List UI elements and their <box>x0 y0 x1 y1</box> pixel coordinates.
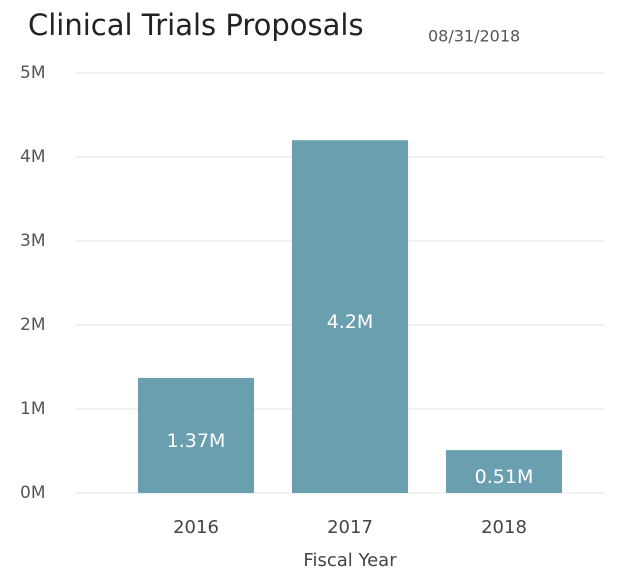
chart-subtitle: 08/31/2018 <box>428 27 520 46</box>
y-tick-label: 5M <box>20 63 45 83</box>
x-axis-label: Fiscal Year <box>303 550 397 571</box>
y-tick-label: 2M <box>20 315 45 335</box>
y-tick-label: 0M <box>20 483 45 503</box>
data-label: 0.51M <box>475 466 534 488</box>
chart-title: Clinical Trials Proposals <box>28 8 364 42</box>
bar <box>137 377 255 493</box>
data-label: 4.2M <box>327 311 374 333</box>
bar <box>445 450 563 493</box>
x-tick-label: 2016 <box>173 517 219 538</box>
bar <box>291 140 409 493</box>
y-tick-label: 1M <box>20 399 45 419</box>
y-tick-label: 4M <box>20 147 45 167</box>
x-tick-label: 2017 <box>327 517 373 538</box>
x-tick-label: 2018 <box>481 517 527 538</box>
data-label: 1.37M <box>167 430 226 452</box>
y-tick-label: 3M <box>20 231 45 251</box>
